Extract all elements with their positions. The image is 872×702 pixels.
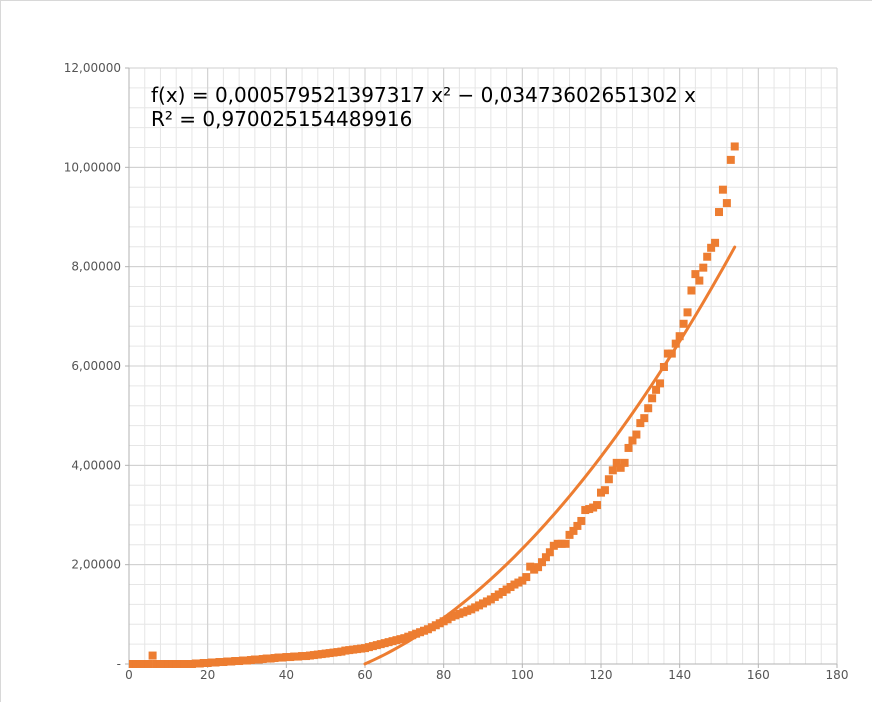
data-point <box>671 339 680 348</box>
data-point <box>628 436 637 445</box>
y-tick-label: 4,00000 <box>71 458 121 472</box>
data-point <box>534 563 543 572</box>
data-point <box>695 276 704 285</box>
y-tick-label: 8,00000 <box>71 260 121 274</box>
x-tick-label: 60 <box>357 668 372 682</box>
data-point <box>667 349 676 358</box>
data-point <box>144 660 153 668</box>
x-axis-ticks: 0 20 40 60 80 100 120 140 160 180 <box>125 668 848 682</box>
data-point <box>561 539 570 548</box>
data-point <box>675 332 684 341</box>
data-point <box>632 430 641 439</box>
data-point <box>624 443 633 452</box>
data-point <box>569 526 578 535</box>
y-tick-label: 2,00000 <box>71 558 121 572</box>
data-points <box>128 142 739 668</box>
data-point <box>148 651 157 660</box>
x-tick-label: 100 <box>511 668 534 682</box>
trendline-equation: f(x) = 0,000579521397317 x² − 0,03473602… <box>151 83 697 107</box>
data-point <box>608 466 617 475</box>
data-point <box>636 419 645 428</box>
data-point <box>612 458 621 467</box>
grid <box>128 67 838 665</box>
data-point <box>593 501 602 510</box>
data-point <box>726 155 735 164</box>
y-tick-label: 10,00000 <box>64 160 121 174</box>
x-tick-label: 0 <box>125 668 133 682</box>
data-point <box>577 516 586 525</box>
data-point <box>699 263 708 272</box>
x-tick-label: 160 <box>747 668 770 682</box>
data-point <box>644 404 653 413</box>
data-point <box>652 385 661 394</box>
data-point <box>640 414 649 423</box>
y-tick-label: 12,00000 <box>64 61 121 75</box>
data-point <box>679 319 688 328</box>
data-point <box>691 270 700 279</box>
data-point <box>538 558 546 567</box>
data-point <box>648 394 657 403</box>
x-tick-label: 80 <box>436 668 451 682</box>
data-point <box>711 238 720 247</box>
data-point <box>600 486 609 495</box>
y-axis-ticks: - 2,00000 4,00000 6,00000 8,00000 10,00000 12,… <box>64 61 121 671</box>
data-point <box>545 548 554 557</box>
data-point <box>718 185 727 194</box>
data-point <box>722 199 731 208</box>
data-point <box>683 308 692 317</box>
x-tick-label: 40 <box>279 668 294 682</box>
data-point <box>656 379 664 388</box>
data-point <box>620 458 629 467</box>
data-point <box>715 208 723 217</box>
data-point <box>541 553 550 562</box>
data-point <box>687 286 696 295</box>
y-tick-label: - <box>117 657 121 671</box>
trendline-r-squared: R² = 0,970025154489916 <box>151 107 413 131</box>
data-point <box>659 362 668 371</box>
data-point <box>604 475 613 484</box>
data-point <box>522 573 531 582</box>
data-point <box>573 521 582 530</box>
x-tick-label: 140 <box>668 668 691 682</box>
data-point <box>730 142 739 151</box>
x-tick-label: 20 <box>200 668 215 682</box>
y-tick-label: 6,00000 <box>71 359 121 373</box>
data-point <box>616 463 625 472</box>
data-point <box>707 243 716 252</box>
x-tick-label: 120 <box>590 668 613 682</box>
x-tick-label: 180 <box>826 668 849 682</box>
data-point <box>703 252 712 261</box>
